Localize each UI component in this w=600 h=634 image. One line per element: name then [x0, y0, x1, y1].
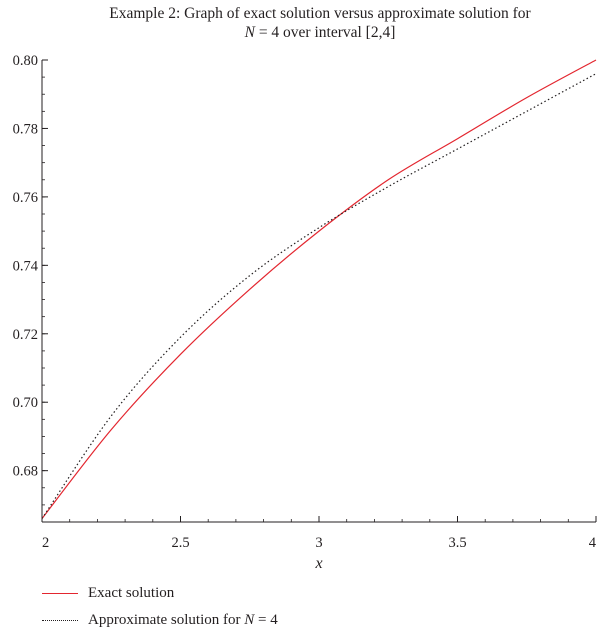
y-axis-ticks: 0.68 0.70 0.72 0.74 0.76 0.78 0.80: [13, 53, 48, 480]
chart-title-line-1: Example 2: Graph of exact solution versu…: [109, 5, 531, 22]
y-tick-label: 0.78: [13, 121, 38, 137]
x-axis-ticks: 2 2.5 3 3.5 4: [41, 516, 597, 551]
x-tick-label: 3: [315, 535, 322, 551]
chart-title: Example 2: Graph of exact solution versu…: [0, 4, 600, 42]
legend-label-approx-prefix: Approximate solution for: [88, 612, 245, 628]
x-tick-label: 2.5: [171, 535, 189, 551]
chart-title-line-2: N = 4 over interval [2,4]: [0, 23, 600, 42]
legend-swatch-approx: [42, 620, 78, 621]
series-lines: [41, 59, 597, 519]
y-tick-label: 0.72: [13, 327, 38, 343]
exact-solution-line: [41, 59, 597, 519]
x-tick-label: 2: [42, 535, 49, 551]
legend: Exact solution Approximate solution for …: [42, 580, 278, 634]
approximate-solution-line: [41, 73, 597, 519]
legend-item-approx: Approximate solution for N = 4: [42, 607, 278, 634]
legend-label-approx-suffix: = 4: [254, 612, 278, 628]
x-tick-label: 3.5: [448, 535, 466, 551]
legend-label-approx: Approximate solution for N = 4: [88, 612, 278, 629]
minor-ticks: [41, 59, 597, 523]
x-tick-label: 4: [589, 535, 597, 551]
legend-label-exact: Exact solution: [88, 585, 175, 601]
chart-title-rest: = 4 over interval [2,4]: [254, 24, 396, 41]
y-tick-label: 0.68: [13, 464, 38, 480]
y-tick-label: 0.76: [13, 190, 38, 206]
legend-swatch-exact: [42, 593, 78, 594]
legend-item-exact: Exact solution: [42, 580, 278, 607]
x-axis-label: x: [314, 555, 322, 572]
y-tick-label: 0.74: [13, 258, 39, 274]
y-tick-label: 0.70: [13, 395, 38, 411]
legend-label-approx-var: N: [244, 612, 255, 628]
y-tick-label: 0.80: [13, 53, 38, 69]
axes: [41, 60, 596, 523]
chart-title-variable: N: [244, 24, 255, 41]
